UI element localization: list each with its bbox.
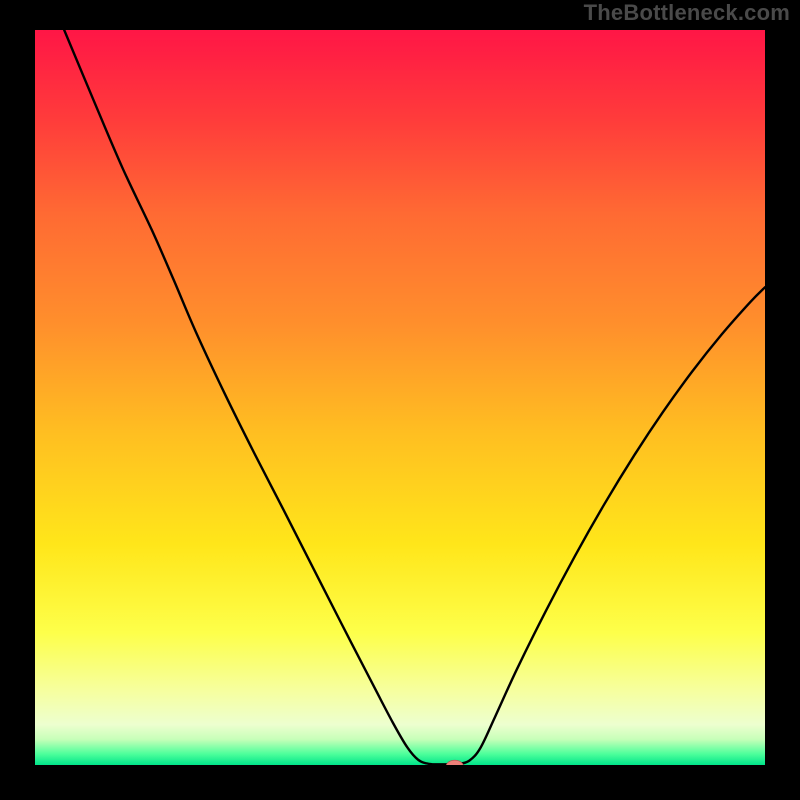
chart-background xyxy=(35,30,765,765)
bottleneck-chart xyxy=(35,30,765,765)
watermark-text: TheBottleneck.com xyxy=(584,0,790,26)
chart-container: TheBottleneck.com xyxy=(0,0,800,800)
